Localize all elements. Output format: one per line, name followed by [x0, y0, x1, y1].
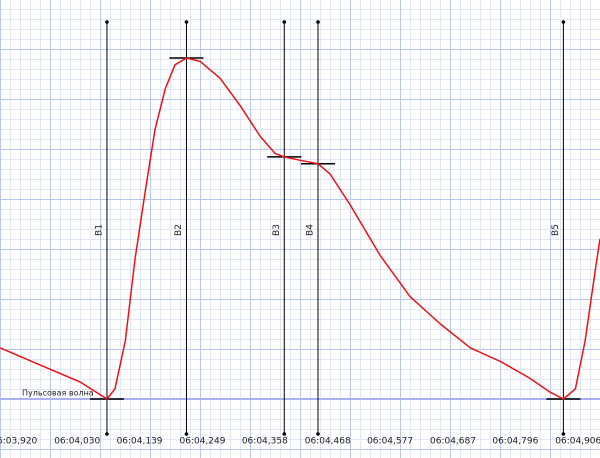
- series-line: [0, 57, 600, 400]
- marker-label: B2: [174, 224, 184, 236]
- x-tick-label: 06:04,249: [179, 437, 225, 447]
- x-tick-label: 06:04,906: [555, 437, 600, 447]
- marker-label: B1: [94, 224, 104, 236]
- marker-end: [316, 432, 320, 436]
- marker-end: [282, 20, 287, 24]
- marker-end: [184, 20, 189, 24]
- marker-label: B3: [272, 224, 282, 236]
- marker-end: [105, 20, 109, 24]
- marker-label: B4: [306, 224, 316, 236]
- x-tick-label: 06:04,139: [117, 437, 163, 447]
- marker-end: [561, 432, 566, 436]
- x-tick-label: 06:04,358: [242, 437, 288, 447]
- marker-end: [561, 20, 566, 24]
- x-tick-label: 06:04,030: [54, 437, 100, 447]
- marker-end: [316, 20, 320, 24]
- x-tick-label: 06:04,796: [492, 437, 538, 447]
- series-label: Пульсовая волна: [22, 389, 94, 398]
- marker-label: B5: [551, 224, 561, 236]
- x-tick-label: 06:03,920: [0, 437, 38, 447]
- x-tick-label: 06:04,577: [367, 437, 413, 447]
- marker-end: [184, 432, 189, 436]
- x-tick-label: 06:04,468: [305, 437, 351, 447]
- x-tick-label: 06:04,687: [430, 437, 476, 447]
- marker-end: [282, 432, 287, 436]
- marker-end: [105, 432, 109, 436]
